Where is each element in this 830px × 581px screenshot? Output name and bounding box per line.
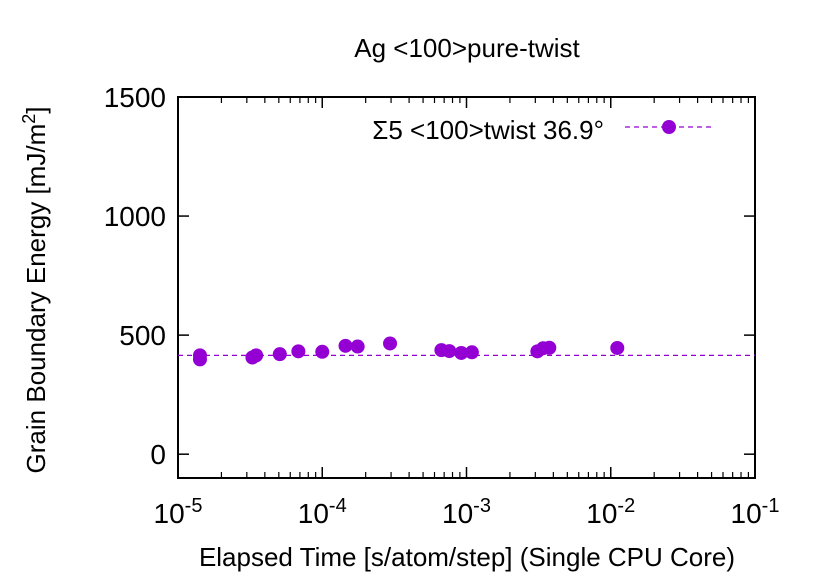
y-tick-label: 500 [119,320,166,351]
series-layer [178,336,755,367]
data-point [383,336,398,351]
data-point [442,344,457,359]
data-point [542,340,557,355]
y-axis-label-close: ] [21,107,51,114]
y-tick-label: 1500 [104,82,166,113]
data-point [610,340,625,355]
y-axis-label-main: Grain Boundary Energy [mJ/m [21,124,51,474]
data-point [291,344,306,359]
y-axis-label-superscript: 2 [19,114,39,124]
data-point [454,345,469,360]
y-axis: 0 500 1000 1500 [104,82,755,470]
legend: Σ5 <100>twist 36.9° [372,115,712,145]
legend-label: Σ5 <100>twist 36.9° [372,115,604,145]
data-point [338,338,353,353]
x-tick-label: 10-2 [586,495,635,529]
y-tick-label: 0 [150,439,166,470]
x-tick-label: 10-3 [442,495,491,529]
data-point [249,348,264,363]
y-axis-label: Grain Boundary Energy [mJ/m2] [19,107,51,474]
data-point [315,344,330,359]
x-axis-label: Elapsed Time [s/atom/step] (Single CPU C… [199,542,735,572]
data-point [350,339,365,354]
legend-marker [662,120,676,134]
data-point [464,345,479,360]
x-tick-label: 10-1 [731,495,780,529]
y-tick-label: 1000 [104,201,166,232]
x-tick-label: 10-4 [298,495,347,529]
x-axis: 10-5 10-4 10-3 10-2 10-1 [154,97,780,529]
data-point [192,352,207,367]
data-point [272,347,287,362]
x-tick-label: 10-5 [154,495,203,529]
chart-title: Ag <100>pure-twist [354,33,580,63]
